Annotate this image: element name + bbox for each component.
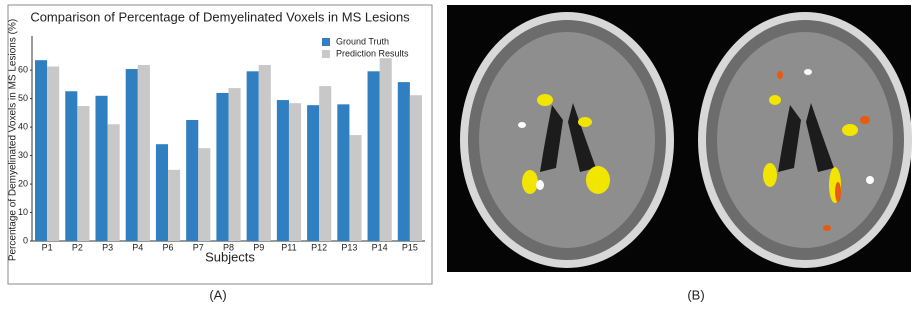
bar <box>95 96 107 241</box>
bar <box>65 91 77 241</box>
bar <box>138 65 150 241</box>
bar <box>259 65 271 241</box>
figure: Comparison of Percentage of Demyelinated… <box>0 0 920 308</box>
bar <box>277 100 289 241</box>
legend-label: Ground Truth <box>336 36 389 46</box>
x-tick-label: P7 <box>193 242 204 252</box>
bar <box>319 86 331 241</box>
x-tick-label: P1 <box>42 242 53 252</box>
legend-swatch <box>322 38 330 46</box>
legend-swatch <box>322 50 330 58</box>
bar <box>77 106 89 241</box>
x-tick-label: P12 <box>311 242 327 252</box>
y-tick-label: 50 <box>18 93 28 103</box>
bar <box>186 120 198 241</box>
bar <box>398 82 410 241</box>
mri-panel <box>447 5 912 272</box>
legend-label: Prediction Results <box>336 48 409 58</box>
bar <box>126 69 138 241</box>
x-tick-label: P3 <box>102 242 113 252</box>
x-tick-label: P9 <box>253 242 264 252</box>
bar <box>156 144 168 241</box>
y-tick-label: 10 <box>18 207 28 217</box>
x-tick-label: P14 <box>372 242 388 252</box>
bar <box>229 88 241 241</box>
x-tick-label: P8 <box>223 242 234 252</box>
bar <box>216 93 228 241</box>
bar <box>380 58 392 241</box>
x-tick-label: P6 <box>163 242 174 252</box>
panel-label: (B) <box>687 287 704 302</box>
x-tick-label: P11 <box>281 242 296 252</box>
y-tick-label: 30 <box>18 150 28 160</box>
bar <box>337 104 349 241</box>
y-tick-label: 0 <box>23 235 28 245</box>
chart-title: Comparison of Percentage of Demyelinated… <box>30 9 410 24</box>
bar <box>289 103 301 241</box>
bar <box>35 60 47 241</box>
bar <box>47 66 59 241</box>
panel-label: (A) <box>209 287 226 302</box>
bar <box>410 95 422 241</box>
bar <box>368 71 380 241</box>
y-tick-label: 40 <box>18 121 28 131</box>
bar <box>198 148 210 241</box>
x-tick-label: P15 <box>402 242 418 252</box>
y-tick-label: 20 <box>18 178 28 188</box>
y-axis-label: Percentage of Demyelinated Voxels in MS … <box>8 19 19 261</box>
bar <box>108 124 120 241</box>
bar <box>349 135 361 241</box>
bar <box>247 71 259 241</box>
y-tick-label: 60 <box>18 65 28 75</box>
x-tick-label: P2 <box>72 242 83 252</box>
bar <box>168 170 180 241</box>
x-tick-label: P4 <box>132 242 143 252</box>
bar <box>307 105 319 241</box>
x-tick-label: P13 <box>341 242 357 252</box>
